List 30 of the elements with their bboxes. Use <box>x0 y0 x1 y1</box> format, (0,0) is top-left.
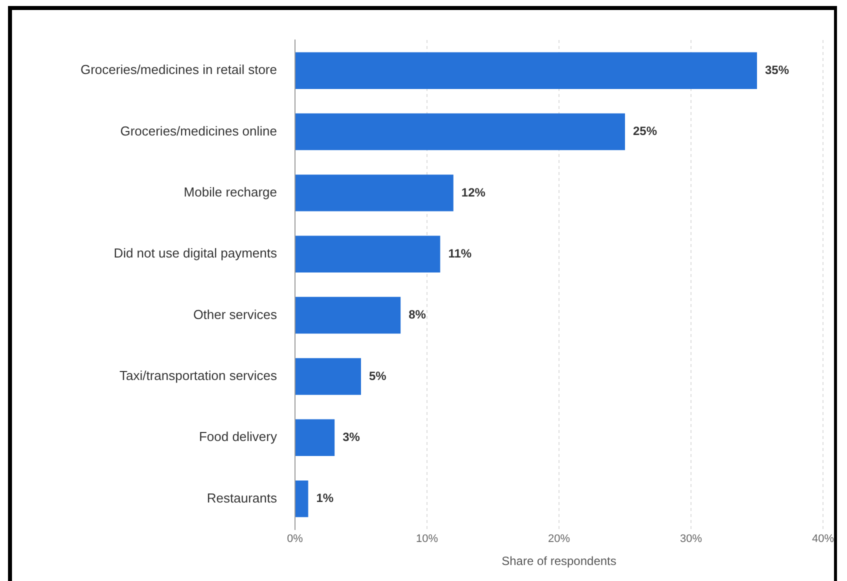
x-tick-label: 0% <box>287 533 304 546</box>
x-axis-title: Share of respondents <box>502 554 616 568</box>
x-tick-label: 20% <box>548 533 570 546</box>
x-tick-label: 30% <box>680 533 702 546</box>
y-tick-label: Other services <box>193 306 278 322</box>
y-tick-label: Groceries/medicines in retail store <box>80 62 277 78</box>
y-tick-label: Groceries/medicines online <box>120 123 277 138</box>
data-label: 5% <box>369 368 387 383</box>
y-tick-label: Mobile recharge <box>184 184 277 200</box>
data-label: 1% <box>316 491 334 506</box>
data-label: 3% <box>342 430 360 444</box>
bar <box>296 236 440 272</box>
bar <box>296 419 335 456</box>
data-label: 25% <box>633 124 658 138</box>
x-tick-label: 10% <box>416 533 438 546</box>
bar <box>296 480 308 518</box>
y-tick-label: Taxi/transportation services <box>119 368 278 384</box>
y-tick-label: Did not use digital payments <box>114 246 278 261</box>
data-label: 35% <box>765 62 790 77</box>
y-tick-label: Food delivery <box>198 429 278 444</box>
y-tick-label: Restaurants <box>206 490 278 506</box>
bar <box>296 358 361 395</box>
bar <box>296 52 757 89</box>
x-tick-label: 40% <box>812 533 834 546</box>
bar <box>296 174 454 212</box>
bar <box>296 296 401 334</box>
data-label: 11% <box>448 246 472 260</box>
data-label: 12% <box>461 185 486 200</box>
data-label: 8% <box>408 308 426 322</box>
bar <box>296 113 625 150</box>
